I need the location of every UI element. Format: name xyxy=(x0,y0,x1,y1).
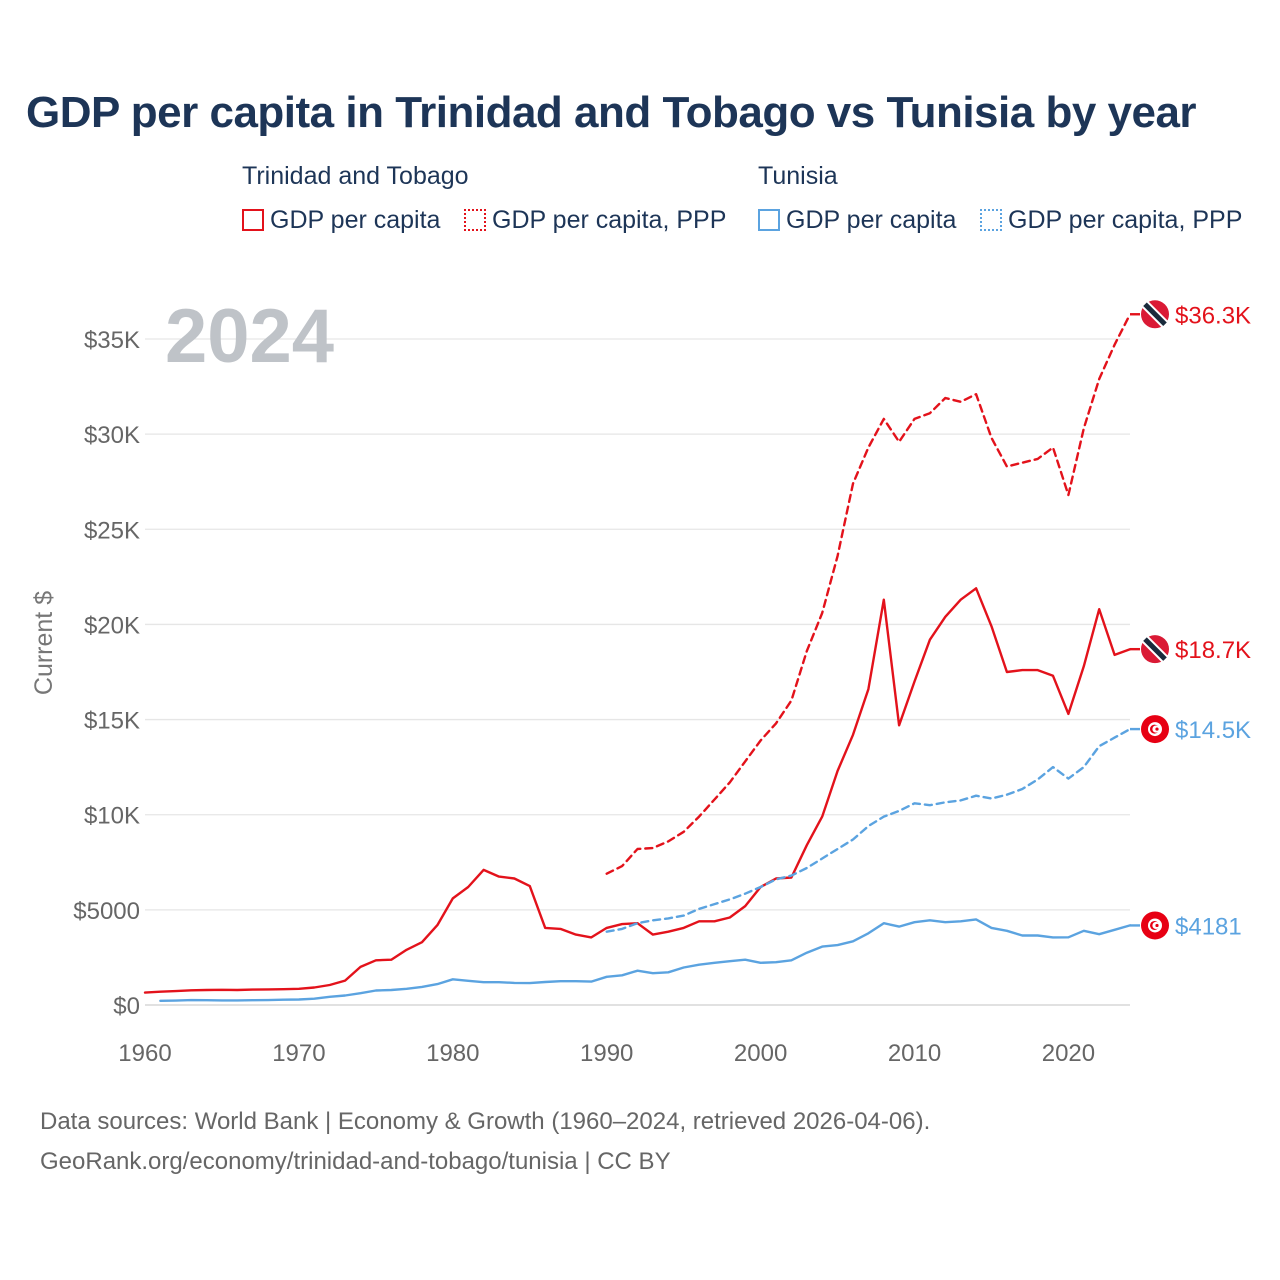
legend-group-trinidad: Trinidad and Tobago xyxy=(242,162,469,190)
flag-star xyxy=(1155,923,1159,928)
y-tick-label: $35K xyxy=(84,327,140,354)
legend-label: GDP per capita, PPP xyxy=(1008,205,1243,234)
x-tick-label: 2010 xyxy=(888,1040,941,1067)
trinidad-flag-icon xyxy=(1141,635,1169,664)
y-tick-label: $25K xyxy=(84,517,140,544)
y-tick-label: $0 xyxy=(113,993,140,1020)
end-value-label: $14.5K xyxy=(1175,717,1251,744)
end-value-label: $4181 xyxy=(1175,913,1242,940)
legend-item-tunisia-gdp-ppp[interactable]: GDP per capita, PPP xyxy=(980,204,1242,236)
y-tick-label: $20K xyxy=(84,612,140,639)
y-axis-label: Current $ xyxy=(30,591,58,695)
flag-band xyxy=(1143,637,1167,661)
x-tick-label: 2000 xyxy=(734,1040,787,1067)
tunisia-flag-icon xyxy=(1141,911,1169,940)
legend-group-tunisia: Tunisia xyxy=(758,162,838,190)
y-tick-label: $5000 xyxy=(73,898,140,925)
end-value-label: $18.7K xyxy=(1175,637,1251,664)
legend-swatch-dotted-icon xyxy=(464,209,486,231)
y-tick-label: $10K xyxy=(84,803,140,830)
legend-label: GDP per capita xyxy=(786,205,957,234)
legend-label: GDP per capita, PPP xyxy=(492,205,727,234)
legend-item-tunisia-gdp[interactable]: GDP per capita xyxy=(758,204,956,236)
legend-swatch-solid-icon xyxy=(242,209,264,231)
chart-title: GDP per capita in Trinidad and Tobago vs… xyxy=(26,88,1197,137)
year-watermark: 2024 xyxy=(165,294,334,379)
legend-swatch-dotted-icon xyxy=(980,209,1002,231)
trinidad-flag-icon xyxy=(1141,300,1169,329)
footer-sources: Data sources: World Bank | Economy & Gro… xyxy=(40,1108,931,1135)
legend-label: GDP per capita xyxy=(270,205,441,234)
flag-star xyxy=(1155,727,1159,731)
x-tick-label: 2020 xyxy=(1042,1040,1095,1067)
end-value-label: $36.3K xyxy=(1175,302,1251,329)
series-line xyxy=(605,727,1132,933)
x-tick-label: 1970 xyxy=(272,1040,325,1067)
y-tick-label: $15K xyxy=(84,708,140,735)
y-tick-label: $30K xyxy=(84,422,140,449)
x-tick-label: 1960 xyxy=(118,1040,171,1067)
series-line xyxy=(143,587,1132,994)
series-line xyxy=(159,918,1132,1002)
tunisia-flag-icon xyxy=(1141,715,1169,744)
x-tick-label: 1990 xyxy=(580,1040,633,1067)
flag-band xyxy=(1143,302,1167,327)
legend-item-trinidad-gdp[interactable]: GDP per capita xyxy=(242,204,440,236)
footer-url: GeoRank.org/economy/trinidad-and-tobago/… xyxy=(40,1148,671,1175)
series-line xyxy=(605,313,1132,875)
legend-item-trinidad-gdp-ppp[interactable]: GDP per capita, PPP xyxy=(464,204,726,236)
legend-swatch-solid-icon xyxy=(758,209,780,231)
x-tick-label: 1980 xyxy=(426,1040,479,1067)
